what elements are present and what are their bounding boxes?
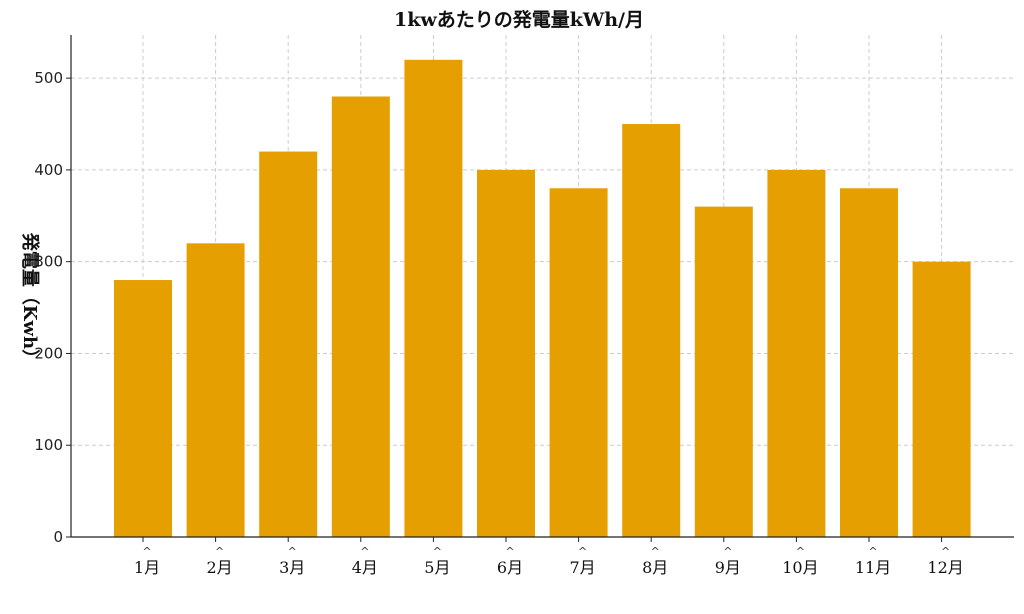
x-tick-label: 11月 [855,558,891,577]
y-tick-label: 500 [34,69,63,87]
x-tick-caret: ^ [868,545,877,558]
x-tick-caret: ^ [941,545,950,558]
x-tick-label: 9月 [715,558,741,577]
y-tick-label: 300 [34,253,63,271]
bar-5 [404,59,463,537]
x-tick-label: 5月 [424,558,450,577]
x-tick-caret: ^ [215,545,224,558]
y-tick-label: 100 [34,436,63,454]
x-tick-label: 7月 [570,558,596,577]
bar-7 [549,188,608,538]
ticks-layer: 0100200300400500^1月^2月^3月^4月^5月^6月^7月^8月… [34,69,963,577]
x-tick-label: 10月 [782,558,818,577]
bar-4 [331,96,390,538]
y-tick-label: 400 [34,161,63,179]
axes-layer [70,35,1014,538]
bar-8 [622,124,681,537]
y-tick-label: 200 [34,344,63,362]
bar-11 [840,188,898,538]
x-tick-caret: ^ [360,545,369,558]
x-tick-caret: ^ [433,545,442,558]
x-tick-caret: ^ [288,545,297,558]
x-tick-caret: ^ [578,545,587,558]
x-tick-label: 3月 [279,558,305,577]
bars-layer [114,59,971,538]
y-tick-label: 0 [53,528,63,546]
bar-9 [694,206,753,537]
bar-2 [186,243,245,537]
bar-10 [767,169,826,537]
x-tick-caret: ^ [796,545,805,558]
bar-12 [912,261,971,537]
x-tick-caret: ^ [723,545,732,558]
x-tick-label: 2月 [207,558,233,577]
x-tick-label: 12月 [927,558,963,577]
x-tick-caret: ^ [505,545,514,558]
x-tick-label: 1月 [134,558,160,577]
y-axis-label: 発電量（Kwh） [19,232,41,367]
bar-1 [114,280,172,537]
chart-title: 1kwあたりの発電量kWh/月 [394,8,644,31]
x-tick-label: 8月 [642,558,668,577]
x-tick-label: 6月 [497,558,523,577]
bar-6 [477,169,535,537]
x-tick-caret: ^ [651,545,660,558]
x-tick-caret: ^ [142,545,151,558]
bar-3 [259,151,318,537]
x-tick-label: 4月 [352,558,378,577]
